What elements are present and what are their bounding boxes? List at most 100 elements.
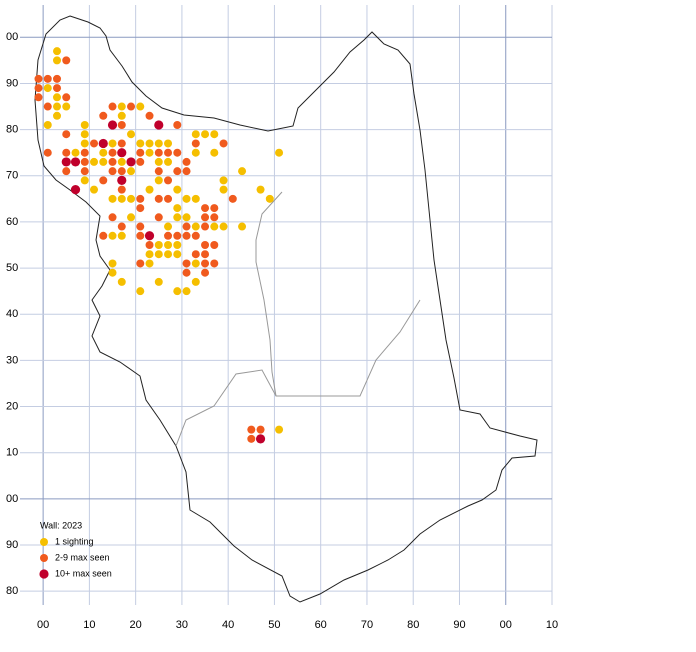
- record-dot: [191, 277, 200, 286]
- record-dot: [108, 231, 117, 240]
- record-dot: [173, 121, 182, 129]
- record-dot: [238, 222, 247, 231]
- record-dot: [164, 250, 173, 259]
- record-dot: [43, 84, 52, 93]
- record-dot: [117, 121, 126, 129]
- y-tick-label: 20: [6, 400, 18, 412]
- record-dot: [210, 204, 219, 213]
- y-tick-label: 70: [6, 170, 18, 182]
- y-tick-label: 50: [6, 262, 18, 274]
- record-dot: [173, 250, 182, 259]
- record-dot: [228, 194, 237, 203]
- record-dot: [117, 167, 126, 176]
- y-tick-label: 90: [6, 77, 18, 89]
- record-dot: [154, 148, 163, 157]
- record-dot: [136, 204, 145, 213]
- y-tick-label: 60: [6, 216, 18, 228]
- record-dot: [191, 222, 200, 231]
- record-dot: [80, 139, 89, 148]
- record-dot: [191, 148, 200, 157]
- record-dot: [201, 222, 210, 231]
- record-dot: [247, 434, 256, 443]
- record-dot: [219, 185, 228, 194]
- record-dot: [182, 213, 191, 222]
- x-tick-label: 60: [315, 619, 327, 631]
- record-dot: [182, 231, 191, 240]
- record-dot: [53, 93, 62, 102]
- record-dot: [238, 167, 247, 176]
- record-dot: [191, 250, 200, 259]
- record-dot: [210, 259, 219, 268]
- record-dot: [80, 167, 89, 176]
- record-dot: [80, 130, 89, 139]
- y-tick-label: 10: [6, 447, 18, 459]
- record-dot: [173, 287, 182, 296]
- record-dot: [90, 185, 99, 194]
- record-dot: [182, 222, 191, 231]
- record-dot: [53, 47, 62, 56]
- record-dot: [117, 157, 126, 166]
- x-tick-label: 00: [500, 619, 512, 631]
- legend: Wall: 2023 1 sighting 2-9 max seen 10+ max …: [39, 520, 112, 579]
- record-dot: [43, 121, 52, 129]
- record-dot: [191, 194, 200, 203]
- record-dot: [136, 222, 145, 231]
- x-tick-label: 20: [130, 619, 142, 631]
- record-dot: [71, 148, 80, 157]
- district-boundary: [255, 191, 283, 397]
- x-tick-label: 30: [176, 619, 188, 631]
- record-dot: [191, 139, 200, 148]
- record-dot: [127, 102, 136, 111]
- record-dot: [136, 139, 145, 148]
- record-dot: [107, 120, 118, 130]
- record-dot: [201, 241, 210, 249]
- y-tick-label: 80: [6, 585, 18, 597]
- record-dot: [145, 139, 154, 148]
- record-dot: [117, 231, 126, 240]
- record-dot: [117, 111, 126, 120]
- record-dot: [210, 222, 219, 231]
- record-dot: [164, 139, 173, 148]
- record-dot: [164, 222, 173, 231]
- record-dot: [219, 222, 228, 231]
- record-dot: [201, 213, 210, 222]
- record-dot: [154, 120, 164, 130]
- record-dot: [53, 84, 62, 93]
- record-dot: [99, 231, 108, 240]
- record-dot: [164, 148, 173, 157]
- record-dot: [145, 259, 154, 268]
- record-dot: [154, 277, 163, 286]
- record-dot: [108, 194, 117, 203]
- y-tick-label: 00: [6, 31, 18, 43]
- x-tick-label: 70: [361, 619, 373, 631]
- record-dot: [154, 167, 163, 176]
- record-dot: [201, 250, 210, 259]
- record-dot: [265, 194, 274, 203]
- x-tick-label: 80: [407, 619, 419, 631]
- record-dot: [117, 185, 126, 194]
- record-dot: [136, 287, 145, 296]
- record-dot: [90, 139, 99, 148]
- record-dot: [80, 176, 89, 185]
- record-dot: [164, 241, 173, 249]
- record-dot: [182, 194, 191, 203]
- legend-title: Wall: 2023: [40, 520, 82, 530]
- record-dot: [136, 148, 145, 157]
- record-dot: [154, 176, 163, 185]
- record-dot: [34, 74, 43, 83]
- record-dot: [34, 84, 43, 93]
- x-tick-label: 10: [546, 619, 558, 631]
- record-dot: [219, 139, 228, 148]
- record-dot: [108, 213, 117, 222]
- y-tick-label: 00: [6, 493, 18, 505]
- record-dot: [145, 185, 154, 194]
- record-dot: [182, 157, 191, 166]
- record-dot: [99, 176, 108, 185]
- record-dot: [136, 194, 145, 203]
- record-dot: [173, 167, 182, 176]
- record-dot: [108, 102, 117, 111]
- record-dot: [117, 194, 126, 203]
- record-dot: [62, 130, 71, 139]
